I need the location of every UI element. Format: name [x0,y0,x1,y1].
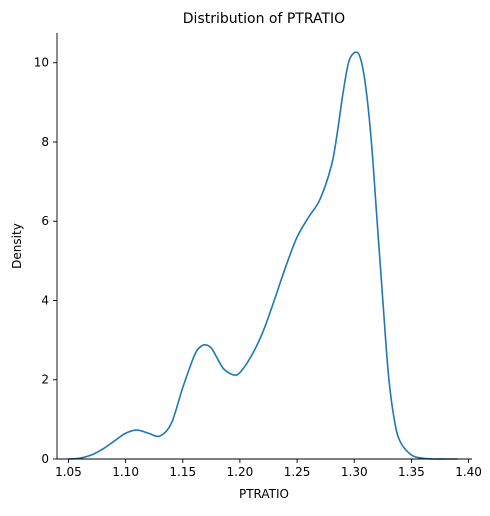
x-tick-label: 1.25 [284,465,311,479]
density-curve-line [67,51,458,460]
y-tick-label: 4 [41,293,49,307]
y-tick-label: 10 [34,56,49,70]
y-tick-label: 6 [41,214,49,228]
y-axis-label: Density [10,223,24,269]
plot-area [67,51,458,460]
x-tick-label: 1.10 [112,465,139,479]
x-tick-label: 1.40 [455,465,482,479]
x-tick-label: 1.20 [227,465,254,479]
y-axis-ticks: 0 2 4 6 8 10 [34,56,57,466]
x-tick-label: 1.35 [398,465,425,479]
x-axis-label: PTRATIO [239,487,289,501]
x-tick-label: 1.05 [55,465,82,479]
y-tick-label: 2 [41,373,49,387]
y-tick-label: 0 [41,452,49,466]
x-axis-ticks: 1.05 1.10 1.15 1.20 1.25 1.30 1.35 1.40 [55,459,482,479]
chart-title: Distribution of PTRATIO [183,11,345,27]
x-tick-label: 1.15 [169,465,196,479]
y-tick-label: 8 [41,135,49,149]
x-tick-label: 1.30 [341,465,368,479]
